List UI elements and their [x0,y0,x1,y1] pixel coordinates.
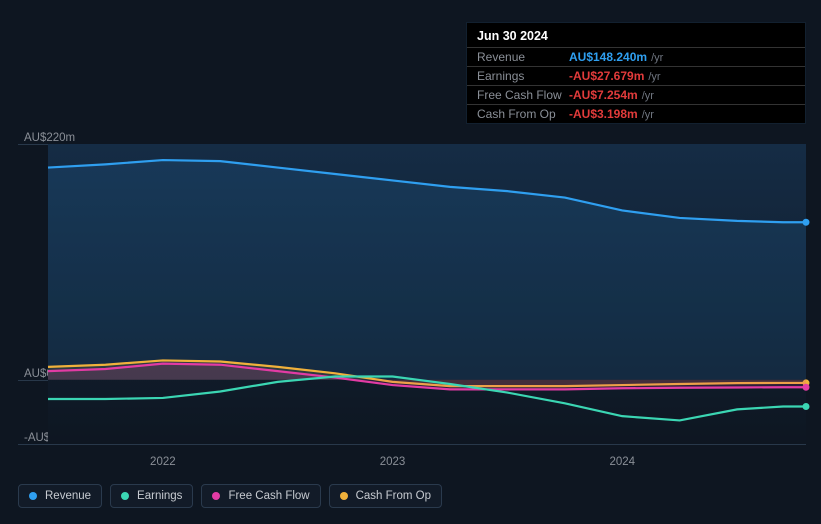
chart-container: { "background_color": "#0e1621", "toolti… [0,0,821,524]
legend-item-label: Cash From Op [356,490,431,502]
series-endpoint-earnings [803,403,810,410]
legend-item-label: Free Cash Flow [228,490,309,502]
legend-item-label: Earnings [137,490,182,502]
financials-chart [0,0,821,524]
legend-dot-icon [212,492,220,500]
legend-dot-icon [29,492,37,500]
legend-dot-icon [340,492,348,500]
legend-item-label: Revenue [45,490,91,502]
series-endpoint-revenue [803,219,810,226]
legend: Revenue Earnings Free Cash Flow Cash From O… [18,484,442,508]
series-endpoint-fcf [803,384,810,391]
legend-item-cash_from_op[interactable]: Cash From Op [329,484,442,508]
legend-item-earnings[interactable]: Earnings [110,484,193,508]
legend-item-revenue[interactable]: Revenue [18,484,102,508]
legend-item-fcf[interactable]: Free Cash Flow [201,484,320,508]
legend-dot-icon [121,492,129,500]
